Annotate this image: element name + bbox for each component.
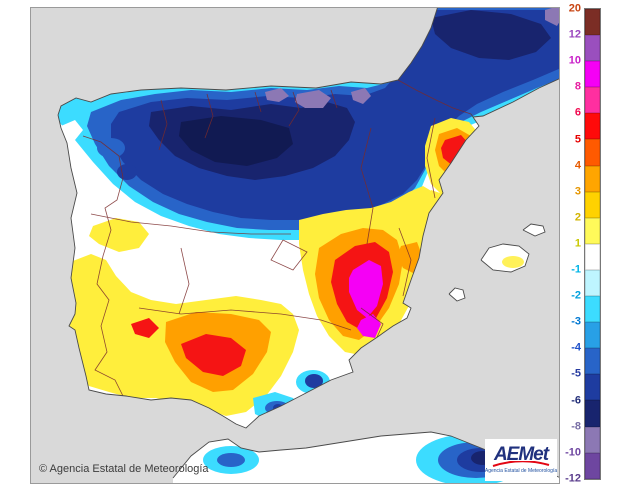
legend-value-label: 12	[568, 28, 581, 41]
legend-color-box	[585, 400, 600, 427]
aemet-logo-swoosh-icon	[492, 461, 550, 467]
legend-value-label: -12	[565, 472, 581, 485]
weather-map	[57, 8, 559, 483]
province-boundaries	[82, 79, 472, 397]
legend-color-box	[585, 139, 600, 166]
aemet-logo-subtitle: Agencia Estatal de Meteorología	[484, 468, 558, 474]
legend-value-label: 10	[568, 54, 581, 67]
legend-color-box	[585, 191, 600, 218]
legend-value-label: 4	[574, 159, 581, 172]
legend-labels: 20 12 10 8 6 5 4 3 2 1 -1 -2 -3 -4 -5 -6 -8 -10 -12	[560, 3, 581, 486]
legend-value-label: 6	[574, 106, 581, 119]
legend-value-label: 2	[574, 211, 581, 224]
legend-value-label: 8	[574, 80, 581, 93]
legend-value-label: -1	[571, 263, 581, 276]
legend-value-label: -10	[565, 446, 581, 459]
coastlines	[57, 8, 559, 479]
legend-boxes	[584, 8, 601, 480]
region-balearics	[502, 256, 524, 268]
legend-color-box	[585, 452, 600, 479]
region-north-cooling	[58, 8, 559, 240]
legend-color-box	[585, 243, 600, 270]
legend-color-box	[585, 165, 600, 192]
aemet-logo-acronym: AEMet	[493, 444, 549, 465]
legend-color-box	[585, 35, 600, 62]
legend-color-box	[585, 296, 600, 323]
legend-color-box	[585, 348, 600, 375]
legend-color-box	[585, 269, 600, 297]
legend-value-label: 5	[574, 133, 581, 145]
legend-color-box	[585, 9, 600, 36]
legend-color-box	[585, 322, 600, 349]
legend-color-box	[585, 426, 600, 453]
legend-value-label: 1	[574, 237, 581, 250]
legend-value-label: -4	[571, 341, 581, 354]
region-south-warming	[61, 118, 479, 416]
legend-value-label: -6	[571, 394, 581, 406]
legend-value-label: -8	[571, 420, 581, 433]
copyright-text: © Agencia Estatal de Meteorología	[39, 463, 209, 475]
legend-color-box	[585, 374, 600, 401]
map-panel: © Agencia Estatal de Meteorología AEMet …	[30, 7, 560, 484]
legend-value-label: 20	[568, 2, 581, 15]
legend-value-label: -5	[571, 367, 581, 380]
legend-value-label: -2	[571, 289, 581, 302]
legend-value-label: 3	[574, 185, 581, 198]
temperature-legend: 20 12 10 8 6 5 4 3 2 1 -1 -2 -3 -4 -5 -6 -8 -10 -12	[560, 3, 626, 486]
aemet-logo: AEMet Agencia Estatal de Meteorología	[485, 439, 557, 481]
legend-color-box	[585, 217, 600, 244]
legend-color-box	[585, 87, 600, 114]
legend-value-label: -3	[571, 315, 581, 328]
legend-color-box	[585, 113, 600, 140]
legend-color-box	[585, 61, 600, 88]
